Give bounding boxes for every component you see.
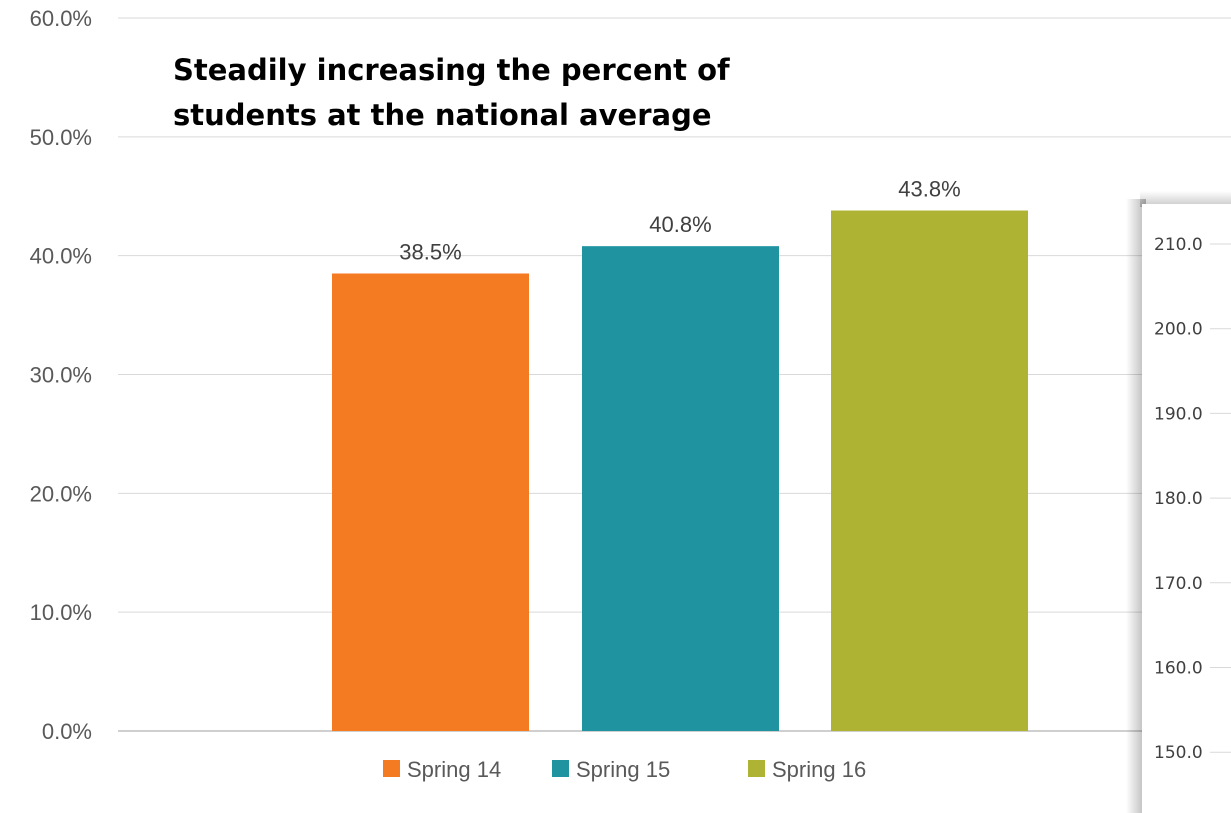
legend-label: Spring 16 — [772, 757, 866, 782]
chart-title-line-2: students at the national average — [173, 98, 712, 132]
y-tick-label: 0.0% — [42, 719, 92, 744]
legend-label: Spring 15 — [576, 757, 670, 782]
inset-tick-label: 200.0 — [1154, 320, 1203, 340]
data-labels: 38.5% 40.8% 43.8% — [399, 177, 960, 265]
inset-tick-label: 170.0 — [1154, 574, 1203, 594]
data-label: 38.5% — [399, 239, 461, 264]
inset-tick-label: 150.0 — [1154, 743, 1203, 763]
inset-background — [1142, 204, 1231, 813]
chart-title-line-1: Steadily increasing the percent of — [173, 53, 730, 87]
y-tick-label: 60.0% — [30, 6, 92, 31]
data-label: 43.8% — [898, 177, 960, 202]
y-tick-label: 40.0% — [30, 244, 92, 269]
y-tick-label: 50.0% — [30, 125, 92, 150]
y-tick-label: 20.0% — [30, 481, 92, 506]
bar-series — [332, 210, 1028, 731]
inset-shadow-top — [1140, 191, 1231, 207]
bar-spring-15 — [582, 246, 779, 731]
legend: Spring 14 Spring 15 Spring 16 — [383, 757, 866, 782]
legend-label: Spring 14 — [407, 757, 501, 782]
inset-tick-label: 210.0 — [1154, 235, 1203, 255]
legend-swatch — [383, 760, 400, 777]
inset-tick-label: 160.0 — [1154, 659, 1203, 679]
inset-gridlines — [1210, 243, 1231, 753]
y-axis-tick-labels: 0.0% 10.0% 20.0% 30.0% 40.0% 50.0% 60.0% — [30, 6, 92, 744]
legend-swatch — [552, 760, 569, 777]
main-bar-chart: 0.0% 10.0% 20.0% 30.0% 40.0% 50.0% 60.0% 38.5%… — [30, 6, 1231, 782]
bar-spring-14 — [332, 273, 529, 731]
inset-shadow-left — [1126, 199, 1146, 813]
y-tick-label: 10.0% — [30, 600, 92, 625]
data-label: 40.8% — [649, 212, 711, 237]
legend-swatch — [748, 760, 765, 777]
inset-tick-label: 190.0 — [1154, 404, 1203, 424]
bar-spring-16 — [831, 210, 1028, 731]
y-tick-label: 30.0% — [30, 363, 92, 388]
inset-tick-label: 180.0 — [1154, 489, 1203, 509]
